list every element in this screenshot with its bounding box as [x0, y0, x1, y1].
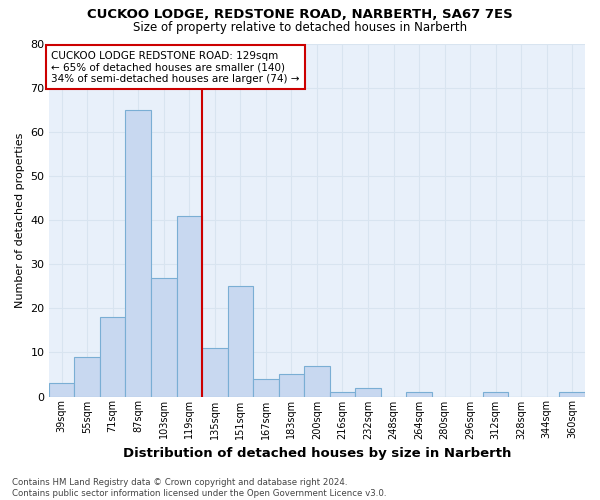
Bar [329, 392, 355, 396]
Bar [125, 110, 151, 397]
Text: CUCKOO LODGE, REDSTONE ROAD, NARBERTH, SA67 7ES: CUCKOO LODGE, REDSTONE ROAD, NARBERTH, S… [87, 8, 513, 20]
Bar [355, 388, 381, 396]
Bar [74, 357, 100, 397]
Bar [100, 317, 125, 396]
Bar [151, 278, 176, 396]
Bar [304, 366, 329, 396]
Bar [278, 374, 304, 396]
Text: CUCKOO LODGE REDSTONE ROAD: 129sqm
← 65% of detached houses are smaller (140)
34: CUCKOO LODGE REDSTONE ROAD: 129sqm ← 65%… [52, 50, 300, 84]
Bar [483, 392, 508, 396]
Bar [49, 384, 74, 396]
Text: Contains HM Land Registry data © Crown copyright and database right 2024.
Contai: Contains HM Land Registry data © Crown c… [12, 478, 386, 498]
X-axis label: Distribution of detached houses by size in Narberth: Distribution of detached houses by size … [123, 447, 511, 460]
Bar [253, 379, 278, 396]
Bar [227, 286, 253, 397]
Bar [202, 348, 227, 397]
Bar [176, 216, 202, 396]
Text: Size of property relative to detached houses in Narberth: Size of property relative to detached ho… [133, 21, 467, 34]
Y-axis label: Number of detached properties: Number of detached properties [15, 132, 25, 308]
Bar [559, 392, 585, 396]
Bar [406, 392, 432, 396]
